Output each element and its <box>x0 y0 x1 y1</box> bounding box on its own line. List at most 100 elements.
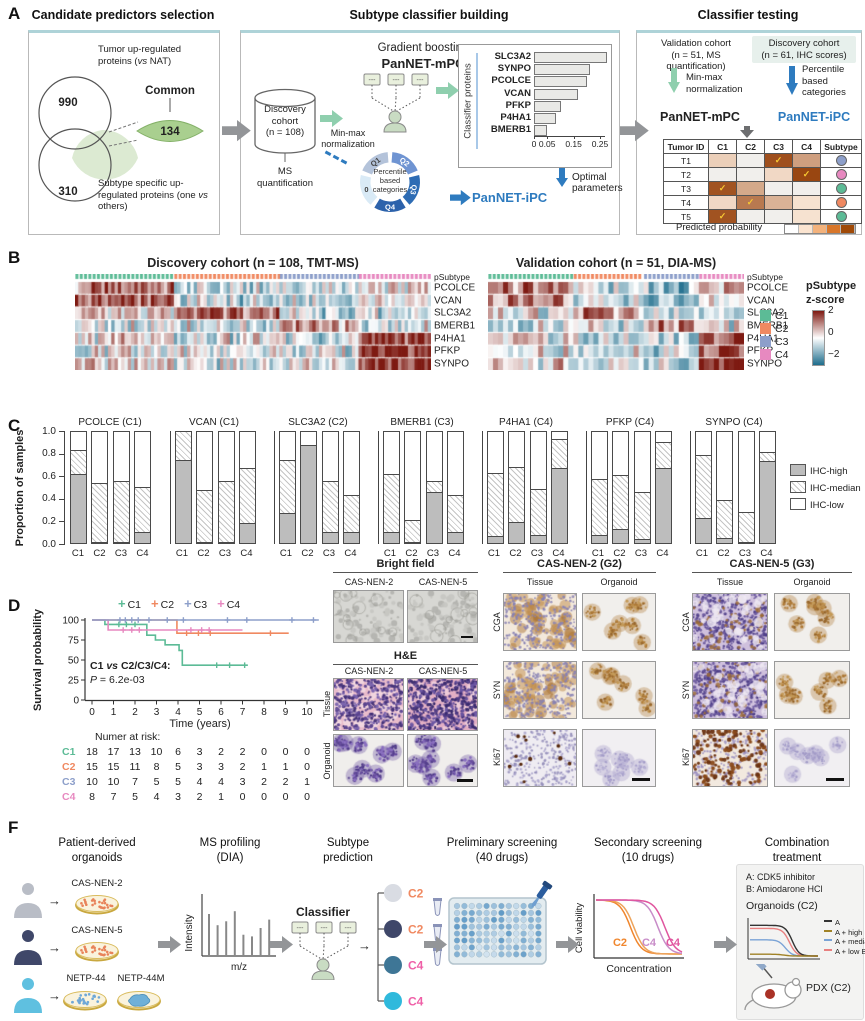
c-ytick-mark <box>59 544 64 545</box>
c-panel-title: P4HA1 (C4) <box>499 417 553 428</box>
c-cat-label: C4 <box>656 548 669 559</box>
common-leaf-shape <box>136 120 204 142</box>
c-bar-median <box>70 449 86 476</box>
svg-text:---: --- <box>321 925 329 932</box>
dish-netp44m <box>117 991 161 1011</box>
risk-value: 4 <box>196 776 203 788</box>
block-arrow <box>270 936 293 953</box>
psubtype-legend-item: C4 <box>760 349 788 361</box>
c-ytick-label: 0.6 <box>42 470 56 482</box>
c-cat-label: C1 <box>591 548 605 559</box>
venn-bottom-value: 310 <box>58 186 77 198</box>
risk-value: 5 <box>175 761 181 773</box>
block-arrow <box>320 110 343 127</box>
importance-bar <box>534 52 608 63</box>
risk-value: 0 <box>282 746 289 758</box>
km-ytick: 50 <box>68 656 80 667</box>
km-legend-marker: + <box>118 596 126 611</box>
c-bar-median <box>591 478 607 537</box>
dish-netp44 <box>63 991 107 1011</box>
heatmap-row-label: SLC3A2 <box>434 307 472 319</box>
he-organoid-casnen2 <box>333 734 404 787</box>
c-bar-median <box>634 492 650 540</box>
km-legend-marker: + <box>184 596 192 611</box>
ms-quantification-label: MS quantification <box>257 166 313 189</box>
proportion-y-axis <box>64 431 65 545</box>
g2-row-ki67: Ki67 <box>492 747 502 767</box>
brightfield-header: Bright field <box>376 558 435 570</box>
he-col-casnen5: CAS-NEN-5 <box>418 666 468 676</box>
table-header: C3 <box>764 139 793 154</box>
f-header-secondary: Secondary screening (10 drugs) <box>593 837 703 864</box>
donut-segment-label: Q4 <box>385 202 396 211</box>
subtype-cell <box>820 195 862 210</box>
psubtype-legend-item: C2 <box>760 323 788 335</box>
ihc-legend-item: IHC-low <box>790 498 844 511</box>
ms-spectrum-chart: Intensity m/z <box>184 894 276 973</box>
optimal-parameters-label: Optimal parameters <box>572 172 623 194</box>
c-cat-label: C3 <box>426 548 440 559</box>
validation-heatmap-title: Validation cohort (n = 51, DIA-MS) <box>515 256 717 270</box>
tumor-id: T5 <box>663 209 709 224</box>
risk-value: 0 <box>304 746 310 758</box>
km-xtick: 10 <box>301 707 313 718</box>
heatmap-row-label: SYNPO <box>434 358 470 370</box>
c-ytick-mark <box>59 453 64 455</box>
c-bar-median <box>197 489 212 543</box>
probability-cell: ✓ <box>708 209 737 224</box>
tree-subtype-label: C2 <box>408 923 424 937</box>
risk-value: 5 <box>175 776 181 788</box>
c-bar <box>278 431 296 544</box>
percentile-down-arrow <box>786 66 798 95</box>
c-bar-median <box>322 480 338 534</box>
subtype-dot <box>835 155 847 167</box>
importance-bar <box>534 125 547 137</box>
probability-legend-block <box>799 225 813 233</box>
risk-value: 0 <box>304 791 310 803</box>
ihc-legend-item: IHC-high <box>790 464 848 477</box>
panel-a-box3-title: Classifier testing <box>697 8 799 22</box>
c-panel-group <box>378 431 467 544</box>
heatmap-row-label: VCAN <box>747 295 775 307</box>
probability-cell <box>736 181 765 196</box>
probability-cell <box>764 181 793 196</box>
c-bar-median <box>530 488 546 537</box>
g3-cga-tissue <box>692 593 768 651</box>
block-arrow <box>222 120 251 142</box>
validation-cohort-label: Validation cohort (n = 51, MS quantifica… <box>660 38 732 72</box>
importance-tick <box>534 136 535 140</box>
pipette-icon <box>531 880 553 908</box>
probability-cell: ✓ <box>736 195 765 210</box>
c-cat-label: C4 <box>136 548 149 559</box>
psubtype-swatch <box>760 323 771 334</box>
syringe-icon <box>755 964 773 979</box>
c-bar-median <box>218 480 234 543</box>
c-bar <box>382 431 400 544</box>
g3-col-tissue: Tissue <box>716 577 744 587</box>
box3-percentile-label: Percentile based categories <box>802 64 846 98</box>
subtype-dot <box>835 211 847 223</box>
c-bar-median <box>552 438 567 469</box>
c-ytick-label: 0.4 <box>42 493 56 505</box>
subtype-dot <box>835 183 847 195</box>
c-cat-label: C1 <box>487 548 501 559</box>
subtype-tree: C2 C2 C4 C4 <box>377 884 424 1010</box>
importance-tick <box>547 136 549 140</box>
table-header: C2 <box>736 139 765 154</box>
c-bar <box>321 431 339 544</box>
c-bar-high <box>509 522 524 543</box>
km-ytick: 0 <box>73 696 79 707</box>
c-bar-high <box>70 474 86 543</box>
risk-value: 10 <box>107 776 120 788</box>
box3-minmax-label: Min-max normalization <box>686 72 743 95</box>
c-bar <box>174 431 192 544</box>
he-organoid-casnen5 <box>407 734 478 787</box>
c-bar-high <box>530 535 546 543</box>
table-row: T1 ✓ <box>663 153 862 168</box>
c-bar-high <box>760 460 775 543</box>
probability-gradient-legend <box>784 224 856 234</box>
discovery-heatmap-row-labels: pSubtype PCOLCE VCAN SLC3A2 BMERB1 P4HA1 PFKP S… <box>434 272 490 370</box>
km-legend-marker: + <box>217 596 225 611</box>
tree-subtype-label: C4 <box>408 995 424 1009</box>
